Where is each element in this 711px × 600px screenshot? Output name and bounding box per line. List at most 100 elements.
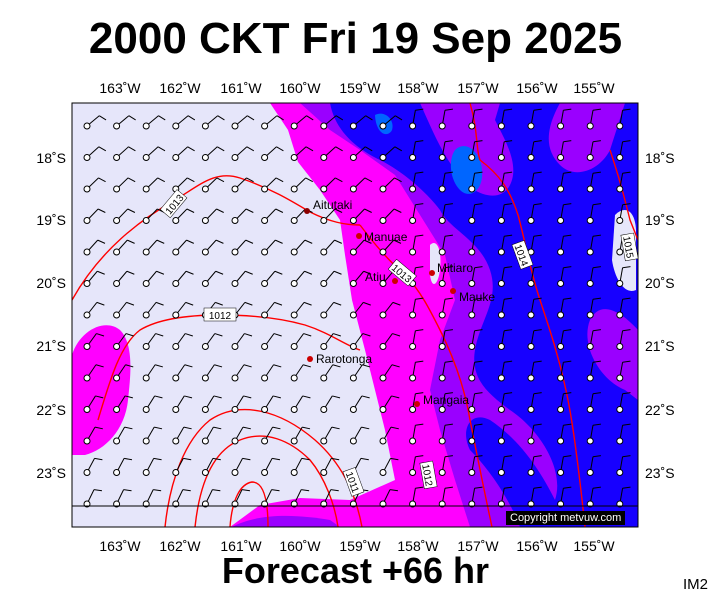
wind-barb-flag bbox=[155, 364, 163, 368]
lat-tick: 18˚S bbox=[36, 150, 66, 166]
station-dot bbox=[409, 343, 417, 350]
island-marker bbox=[392, 278, 398, 284]
wind-barb-flag bbox=[124, 395, 133, 399]
wind-barb-flag bbox=[474, 140, 483, 143]
station-dot bbox=[468, 406, 476, 413]
wind-barb-flag bbox=[563, 297, 572, 300]
wind-barb-flag bbox=[127, 239, 135, 244]
lat-tick: 20˚S bbox=[645, 275, 675, 291]
wind-barb-flag bbox=[592, 360, 601, 363]
wind-barb-flag bbox=[563, 234, 572, 237]
station-dot bbox=[497, 217, 505, 224]
lat-tick: 23˚S bbox=[645, 465, 675, 481]
station-dot bbox=[616, 469, 624, 476]
wind-barb-flag bbox=[444, 297, 453, 300]
station-dot bbox=[113, 406, 121, 413]
wind-barb-flag bbox=[444, 203, 453, 206]
isobar-label: 1015 bbox=[620, 235, 635, 259]
station-dot bbox=[586, 154, 594, 161]
image-code: IM2 bbox=[683, 576, 709, 593]
wind-barb-flag bbox=[126, 301, 135, 306]
wind-barb-flag bbox=[622, 423, 631, 426]
station-dot bbox=[379, 469, 387, 476]
station-dot bbox=[349, 122, 357, 130]
station-dot bbox=[261, 217, 269, 224]
wind-barb-flag bbox=[243, 395, 252, 399]
station-dot bbox=[616, 154, 624, 161]
station-dot bbox=[201, 154, 209, 161]
wind-barb-flag bbox=[504, 234, 513, 237]
wind-barb-flag bbox=[305, 177, 314, 183]
station-dot bbox=[201, 248, 209, 256]
station-dot bbox=[468, 469, 476, 476]
place-label-manuae: Manuae bbox=[364, 230, 408, 244]
wind-barb-flag bbox=[242, 457, 251, 461]
station-dot bbox=[497, 311, 505, 319]
wind-barb-flag bbox=[128, 115, 136, 121]
station-dot bbox=[113, 185, 121, 193]
wind-barb-flag bbox=[217, 115, 225, 121]
station-dot bbox=[349, 311, 357, 319]
wind-barb-flag bbox=[622, 108, 631, 111]
wind-barb-flag bbox=[563, 392, 572, 395]
wind-barb-flag bbox=[332, 395, 341, 399]
wind-barb-flag bbox=[334, 208, 343, 213]
station-dot bbox=[616, 280, 624, 287]
station-dot bbox=[409, 154, 417, 161]
station-dot bbox=[586, 406, 594, 413]
wind-barb-flag bbox=[622, 486, 631, 489]
wind-barb-flag bbox=[563, 423, 572, 426]
wind-barb-flag bbox=[275, 239, 283, 244]
wind-barb-flag bbox=[362, 333, 371, 337]
wind-barb-flag bbox=[274, 301, 283, 306]
precip-heavy-region bbox=[330, 103, 638, 527]
station-dot bbox=[320, 343, 328, 350]
wind-barb-flag bbox=[533, 203, 542, 206]
wind-barb-flag bbox=[154, 395, 163, 399]
station-dot bbox=[261, 406, 269, 413]
wind-barb-flag bbox=[215, 270, 224, 275]
station-dot bbox=[320, 122, 328, 130]
wind-barb-flag bbox=[243, 364, 252, 368]
station-dot bbox=[290, 406, 298, 413]
wind-barb-flag bbox=[363, 301, 371, 306]
lat-tick: 22˚S bbox=[645, 402, 675, 418]
wind-barb-flag bbox=[444, 266, 453, 269]
station-dot bbox=[113, 311, 121, 319]
station-dot bbox=[231, 406, 239, 413]
lon-tick: 156˚W bbox=[516, 80, 558, 96]
wind-barb-flag bbox=[187, 146, 195, 152]
station-dot bbox=[616, 311, 624, 319]
wind-barb-flag bbox=[622, 329, 631, 332]
station-dot bbox=[497, 437, 505, 445]
island-marker bbox=[414, 401, 420, 407]
station-dot bbox=[349, 217, 357, 224]
station-dot bbox=[379, 374, 387, 382]
island-marker bbox=[304, 208, 310, 214]
station-dot bbox=[83, 374, 91, 382]
wind-barb-flag bbox=[301, 457, 310, 461]
wind-barb-flag bbox=[504, 392, 513, 395]
station-dot bbox=[290, 374, 298, 382]
lat-tick: 20˚S bbox=[36, 275, 66, 291]
wind-barb-flag bbox=[97, 208, 106, 213]
station-dot bbox=[379, 248, 387, 256]
wind-barb-flag bbox=[474, 455, 483, 458]
wind-barb-flag bbox=[622, 392, 631, 395]
wind-barb-flag bbox=[185, 333, 193, 337]
wind-barb-flag bbox=[563, 486, 572, 489]
wind-barb-flag bbox=[444, 486, 453, 489]
station-dot bbox=[142, 217, 150, 224]
station-dot bbox=[527, 311, 535, 319]
station-dot bbox=[290, 437, 298, 445]
station-dot bbox=[379, 122, 387, 130]
wind-barb-flag bbox=[124, 457, 133, 461]
wind-barb-flag bbox=[563, 203, 572, 206]
wind-barb-flag bbox=[533, 140, 542, 143]
station-dot bbox=[83, 437, 91, 445]
station-dot bbox=[557, 122, 565, 130]
lon-tick: 160˚W bbox=[279, 538, 321, 554]
wind-barb-flag bbox=[504, 329, 513, 332]
wind-barb-flag bbox=[154, 426, 163, 430]
wind-barb-flag bbox=[212, 457, 221, 461]
